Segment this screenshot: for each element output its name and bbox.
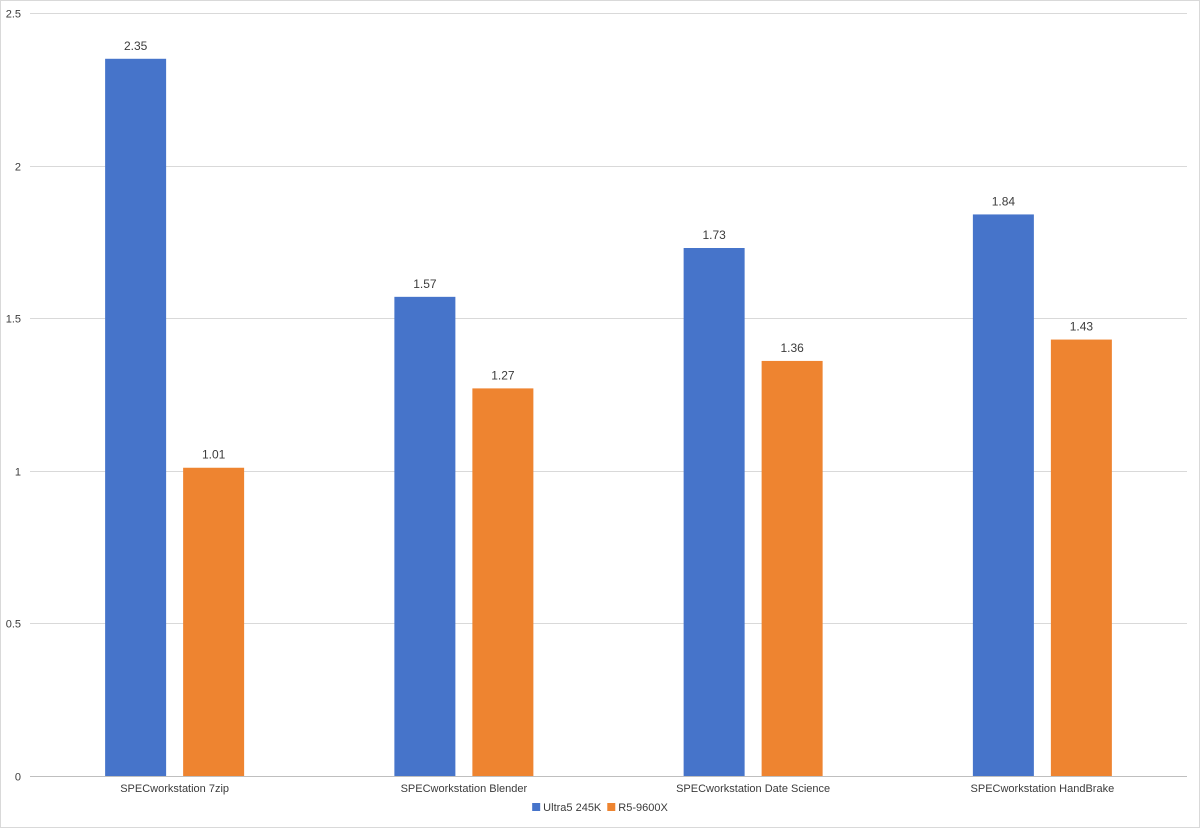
bar-r5-9600x <box>183 467 245 776</box>
bar-r5-9600x <box>1050 339 1112 776</box>
legend-item: Ultra5 245K <box>532 802 602 814</box>
x-tick-label: SPECworkstation Date Science <box>676 783 830 795</box>
data-label: 1.43 <box>1070 320 1094 334</box>
y-tick-label: 0.5 <box>6 619 21 631</box>
x-tick-label: SPECworkstation HandBrake <box>971 783 1115 795</box>
y-axis-ticks: 0 0.5 1 1.5 2 2.5 <box>6 9 21 784</box>
legend: Ultra5 245K R5-9600X <box>532 802 668 814</box>
legend-label: R5-9600X <box>618 802 668 814</box>
x-tick-label: SPECworkstation Blender <box>401 783 528 795</box>
data-label: 2.35 <box>124 39 148 53</box>
data-label: 1.01 <box>202 448 226 462</box>
y-tick-label: 0 <box>15 772 21 784</box>
y-tick-label: 1.5 <box>6 314 21 326</box>
y-tick-label: 1 <box>15 467 21 479</box>
data-label: 1.36 <box>780 341 804 355</box>
data-label: 1.27 <box>491 368 515 382</box>
legend-label: Ultra5 245K <box>543 802 602 814</box>
legend-item: R5-9600X <box>607 802 668 814</box>
bar-ultra5-245k <box>972 214 1034 776</box>
bar-r5-9600x <box>472 388 534 776</box>
bar-r5-9600x <box>761 360 823 776</box>
data-label: 1.57 <box>413 277 437 291</box>
bar-ultra5-245k <box>105 58 167 776</box>
bars <box>105 58 1112 776</box>
legend-swatch <box>607 803 616 811</box>
y-tick-label: 2.5 <box>6 9 21 21</box>
legend-swatch <box>532 803 541 811</box>
x-tick-label: SPECworkstation 7zip <box>120 783 229 795</box>
data-label: 1.84 <box>992 194 1016 208</box>
x-axis-ticks: SPECworkstation 7zip SPECworkstation Blen… <box>120 783 1114 795</box>
bar-ultra5-245k <box>683 248 745 776</box>
y-tick-label: 2 <box>15 162 21 174</box>
data-label: 1.73 <box>702 228 726 242</box>
data-labels: 2.35 1.01 1.57 1.27 1.73 1.36 1.84 1.43 <box>124 39 1093 462</box>
bar-ultra5-245k <box>394 296 456 776</box>
